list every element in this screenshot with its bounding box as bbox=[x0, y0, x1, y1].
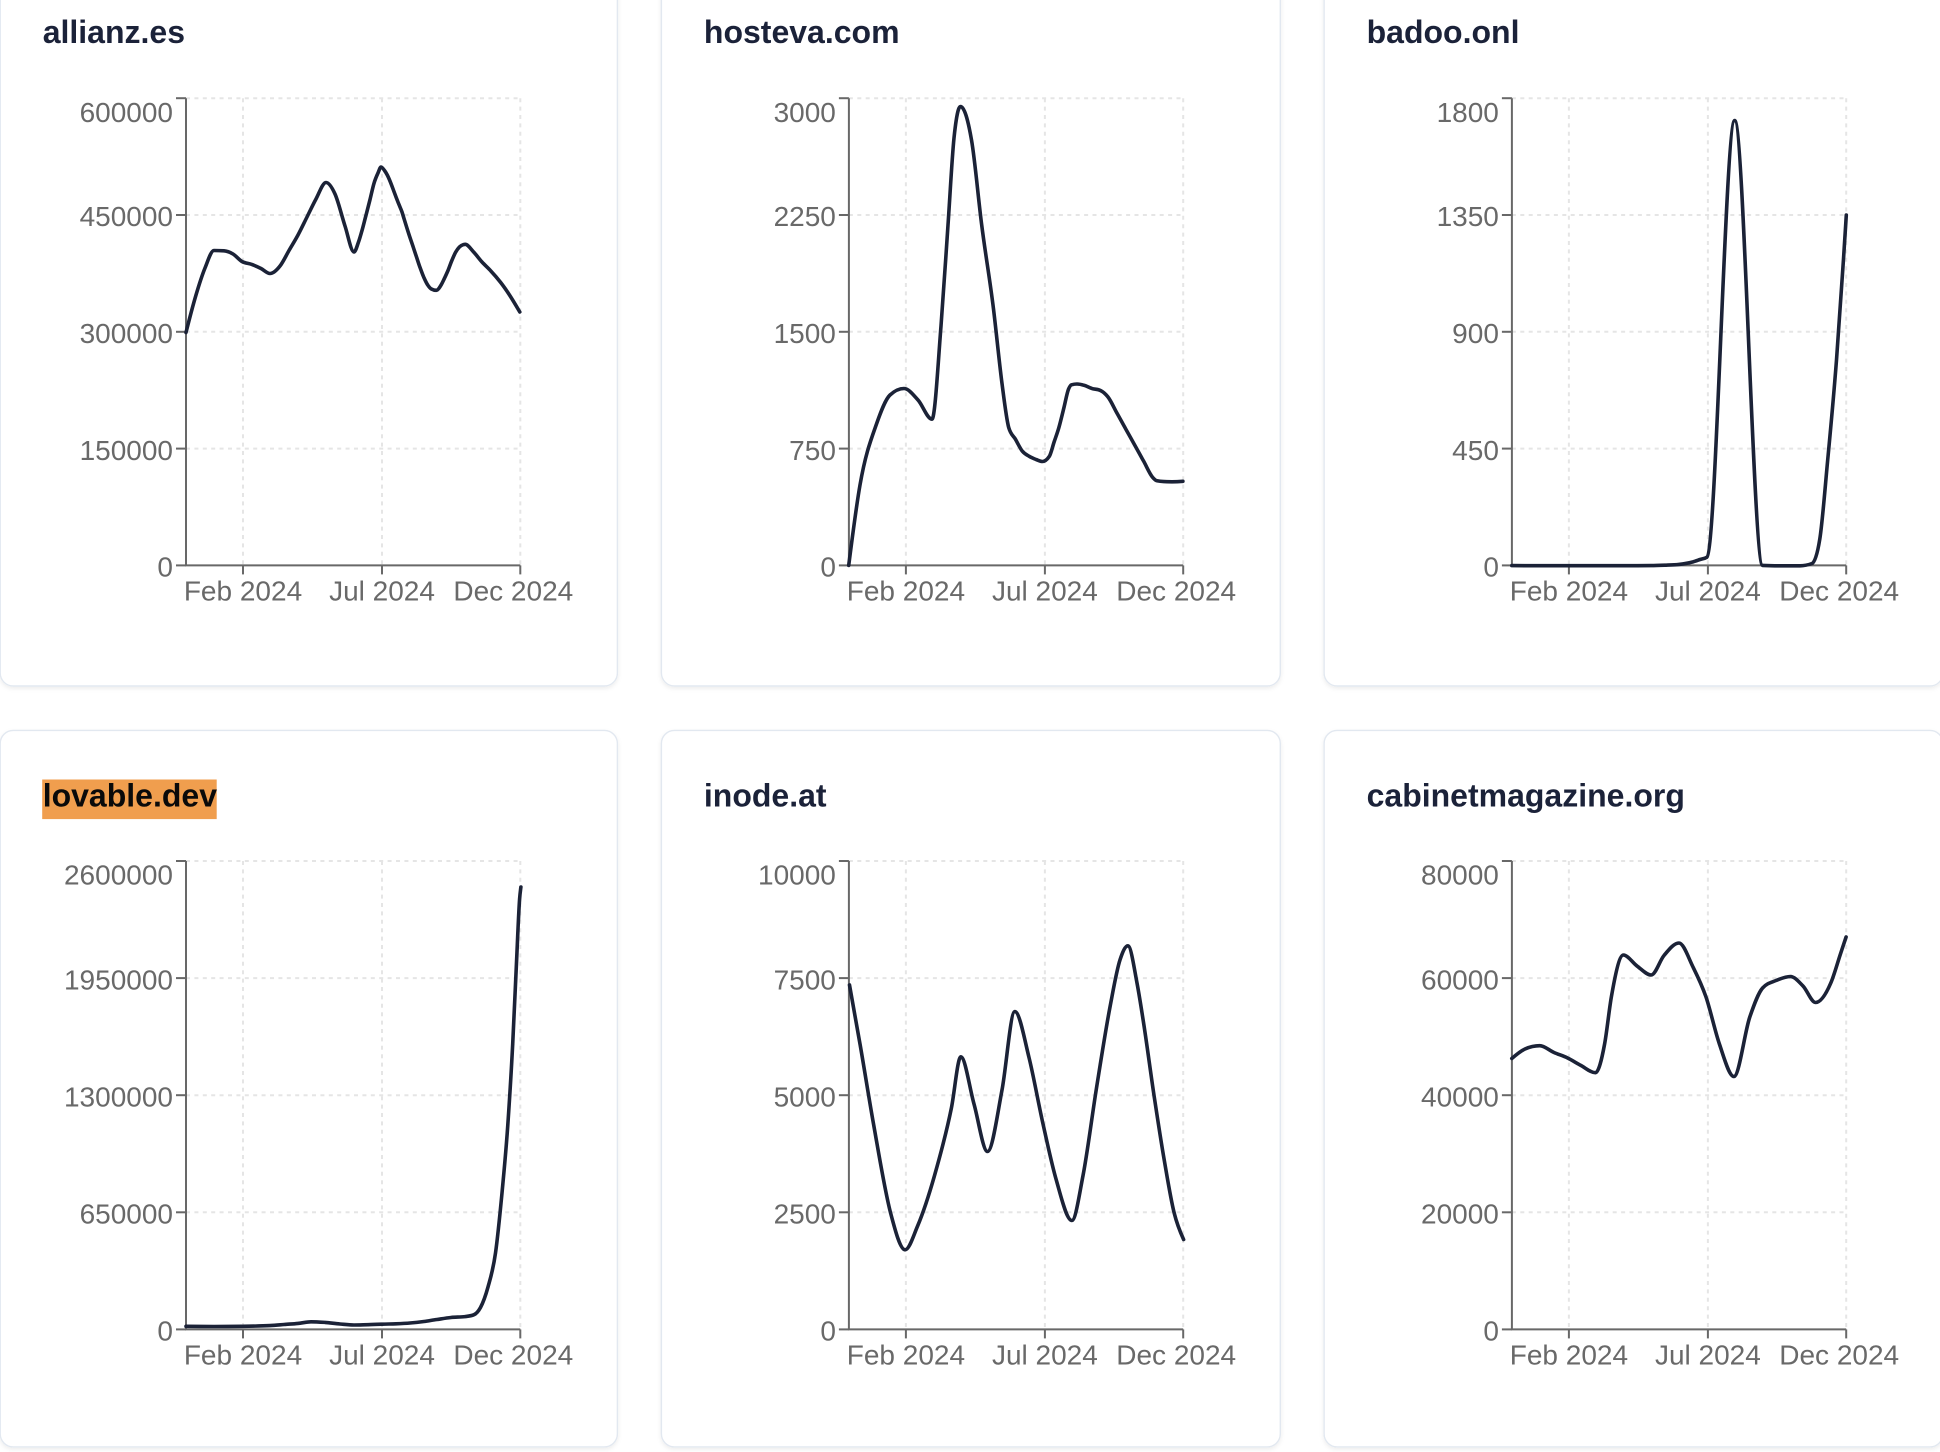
svg-text:Jul 2024: Jul 2024 bbox=[1655, 575, 1761, 606]
svg-text:150000: 150000 bbox=[80, 435, 173, 466]
svg-text:Dec 2024: Dec 2024 bbox=[1116, 1339, 1236, 1370]
svg-text:40000: 40000 bbox=[1421, 1081, 1499, 1112]
svg-text:80000: 80000 bbox=[1421, 860, 1499, 891]
svg-text:3000: 3000 bbox=[774, 97, 836, 128]
svg-text:60000: 60000 bbox=[1421, 964, 1499, 995]
svg-text:Jul 2024: Jul 2024 bbox=[992, 1339, 1098, 1370]
svg-text:0: 0 bbox=[157, 1316, 173, 1347]
svg-text:inode.at: inode.at bbox=[704, 778, 827, 814]
svg-text:20000: 20000 bbox=[1421, 1199, 1499, 1230]
svg-text:2500: 2500 bbox=[774, 1199, 836, 1230]
svg-text:Dec 2024: Dec 2024 bbox=[1779, 575, 1899, 606]
svg-text:Jul 2024: Jul 2024 bbox=[1655, 1339, 1761, 1370]
svg-text:0: 0 bbox=[1483, 552, 1499, 583]
svg-text:badoo.onl: badoo.onl bbox=[1367, 14, 1520, 50]
svg-text:Jul 2024: Jul 2024 bbox=[329, 575, 435, 606]
svg-text:2250: 2250 bbox=[774, 201, 836, 232]
svg-text:Jul 2024: Jul 2024 bbox=[992, 575, 1098, 606]
svg-text:1350: 1350 bbox=[1437, 201, 1499, 232]
svg-text:1300000: 1300000 bbox=[64, 1081, 173, 1112]
svg-text:Feb 2024: Feb 2024 bbox=[847, 575, 965, 606]
svg-text:Dec 2024: Dec 2024 bbox=[453, 575, 573, 606]
svg-text:0: 0 bbox=[820, 552, 836, 583]
svg-text:Feb 2024: Feb 2024 bbox=[184, 575, 302, 606]
svg-text:0: 0 bbox=[820, 1316, 836, 1347]
svg-text:650000: 650000 bbox=[80, 1199, 173, 1230]
svg-text:Feb 2024: Feb 2024 bbox=[1510, 1339, 1628, 1370]
svg-text:Dec 2024: Dec 2024 bbox=[453, 1339, 573, 1370]
svg-text:cabinetmagazine.org: cabinetmagazine.org bbox=[1367, 778, 1685, 814]
svg-text:0: 0 bbox=[157, 552, 173, 583]
svg-text:750: 750 bbox=[789, 435, 836, 466]
svg-text:Feb 2024: Feb 2024 bbox=[184, 1339, 302, 1370]
svg-text:10000: 10000 bbox=[758, 860, 836, 891]
svg-text:1800: 1800 bbox=[1437, 97, 1499, 128]
svg-text:1500: 1500 bbox=[774, 318, 836, 349]
svg-text:Dec 2024: Dec 2024 bbox=[1116, 575, 1236, 606]
svg-text:Feb 2024: Feb 2024 bbox=[1510, 575, 1628, 606]
svg-text:600000: 600000 bbox=[80, 97, 173, 128]
svg-text:allianz.es: allianz.es bbox=[43, 14, 185, 50]
svg-text:Feb 2024: Feb 2024 bbox=[847, 1339, 965, 1370]
svg-text:5000: 5000 bbox=[774, 1081, 836, 1112]
svg-text:lovable.dev: lovable.dev bbox=[43, 778, 218, 814]
svg-text:Dec 2024: Dec 2024 bbox=[1779, 1339, 1899, 1370]
svg-text:2600000: 2600000 bbox=[64, 860, 173, 891]
svg-text:900: 900 bbox=[1452, 318, 1499, 349]
svg-text:1950000: 1950000 bbox=[64, 964, 173, 995]
svg-text:300000: 300000 bbox=[80, 318, 173, 349]
svg-text:0: 0 bbox=[1483, 1316, 1499, 1347]
svg-text:Jul 2024: Jul 2024 bbox=[329, 1339, 435, 1370]
svg-text:hosteva.com: hosteva.com bbox=[704, 14, 900, 50]
svg-text:450: 450 bbox=[1452, 435, 1499, 466]
svg-text:7500: 7500 bbox=[774, 964, 836, 995]
svg-text:450000: 450000 bbox=[80, 201, 173, 232]
